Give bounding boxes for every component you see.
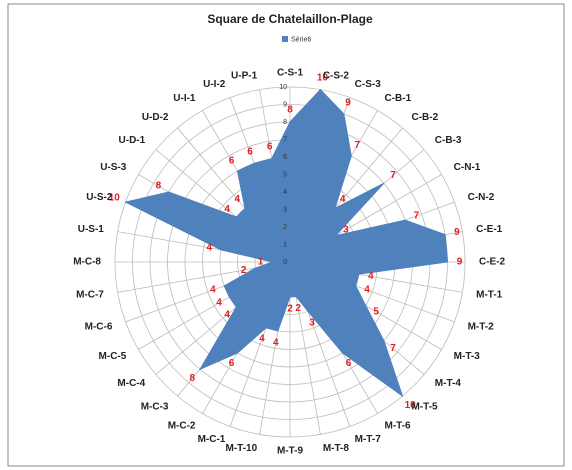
category-label: U-D-2 — [142, 112, 169, 123]
radar-area — [124, 88, 449, 398]
category-label: M-C-4 — [117, 378, 145, 389]
value-label: 4 — [210, 285, 216, 296]
category-label: C-N-2 — [468, 192, 495, 203]
value-label: 2 — [241, 265, 247, 276]
value-label: 3 — [309, 317, 315, 328]
category-label: M-T-6 — [385, 420, 412, 431]
value-label: 1 — [258, 257, 264, 268]
value-label: 8 — [156, 181, 162, 192]
category-label: U-S-3 — [100, 162, 127, 173]
value-label: 5 — [373, 306, 379, 317]
category-label: M-T-5 — [411, 401, 438, 412]
category-label: M-C-3 — [141, 401, 169, 412]
value-label: 10 — [109, 193, 121, 204]
value-label: 7 — [390, 343, 396, 354]
value-label: 10 — [405, 400, 417, 411]
value-label: 8 — [190, 373, 196, 384]
category-label: U-D-1 — [119, 135, 146, 146]
category-label: M-T-9 — [277, 446, 304, 457]
category-label: U-P-1 — [231, 71, 258, 82]
value-label: 7 — [414, 211, 420, 222]
category-label: M-T-10 — [226, 443, 258, 454]
r-tick-label: 3 — [283, 206, 287, 213]
value-label: 8 — [287, 105, 293, 116]
r-tick-label: 10 — [279, 84, 287, 91]
category-label: M-T-3 — [454, 351, 481, 362]
value-label: 4 — [235, 194, 241, 205]
value-label: 6 — [267, 141, 273, 152]
legend-swatch — [282, 36, 288, 42]
category-label: C-B-1 — [385, 93, 412, 104]
category-label: M-T-7 — [355, 434, 382, 445]
value-label: 4 — [216, 298, 222, 309]
value-label: 4 — [364, 285, 370, 296]
value-label: 6 — [229, 155, 235, 166]
category-label: C-B-2 — [411, 112, 438, 123]
r-tick-label: 1 — [283, 241, 287, 248]
r-tick-label: 4 — [283, 189, 287, 196]
category-label: C-E-1 — [476, 224, 503, 235]
value-label: 6 — [346, 358, 352, 369]
category-label: C-B-3 — [435, 135, 462, 146]
r-tick-label: 8 — [283, 119, 287, 126]
value-label: 7 — [354, 140, 360, 151]
value-label: 6 — [229, 358, 235, 369]
category-label: M-C-1 — [198, 434, 226, 445]
category-label: M-T-8 — [323, 443, 350, 454]
chart-title: Square de Chatelaillon-Plage — [207, 12, 373, 26]
category-label: C-S-3 — [355, 79, 382, 90]
r-tick-label: 5 — [283, 171, 287, 178]
value-label: 9 — [345, 97, 351, 108]
category-label: M-T-2 — [468, 321, 495, 332]
legend-label: Série6 — [291, 36, 311, 43]
value-label: 6 — [247, 147, 253, 158]
r-tick-label: 6 — [283, 154, 287, 161]
value-label: 2 — [287, 304, 293, 315]
category-label: U-S-1 — [78, 224, 105, 235]
category-label: M-C-8 — [73, 257, 101, 268]
value-label: 4 — [224, 204, 230, 215]
category-label: C-E-2 — [479, 257, 506, 268]
category-label: C-N-1 — [454, 162, 481, 173]
r-tick-label: 0 — [283, 259, 287, 266]
value-label: 9 — [457, 257, 463, 268]
value-label: 4 — [259, 334, 265, 345]
value-label: 10 — [317, 72, 329, 83]
category-label: M-C-2 — [168, 420, 196, 431]
category-label: U-S-2 — [86, 192, 113, 203]
category-label: C-S-2 — [323, 71, 350, 82]
category-label: U-I-2 — [203, 79, 226, 90]
value-label: 4 — [340, 194, 346, 205]
category-label: M-C-7 — [76, 289, 104, 300]
value-label: 4 — [224, 309, 230, 320]
category-label: C-S-1 — [277, 68, 304, 79]
value-label: 3 — [343, 224, 349, 235]
category-label: M-T-4 — [435, 378, 462, 389]
value-label: 4 — [206, 242, 212, 253]
category-label: M-T-1 — [476, 289, 503, 300]
category-label: M-C-5 — [99, 351, 127, 362]
r-tick-label: 9 — [283, 101, 287, 108]
value-label: 4 — [273, 337, 279, 348]
value-label: 4 — [368, 271, 374, 282]
value-label: 2 — [295, 303, 301, 314]
r-tick-label: 2 — [283, 224, 287, 231]
value-label: 7 — [390, 170, 396, 181]
r-tick-label: 7 — [283, 136, 287, 143]
value-label: 9 — [454, 227, 460, 238]
category-label: U-I-1 — [173, 93, 196, 104]
category-label: M-C-6 — [85, 321, 113, 332]
